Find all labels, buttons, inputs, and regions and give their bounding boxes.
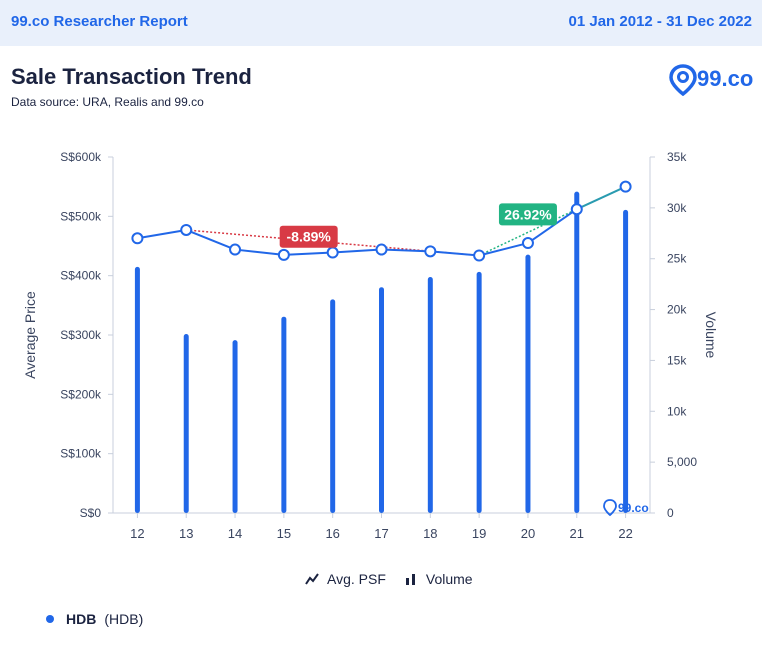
volume-bar [232,340,238,513]
x-tick-label: 13 [179,526,193,541]
series-detail: (HDB) [104,611,144,627]
price-point [180,223,193,236]
annotation-badge-up [498,203,557,226]
volume-bar [525,254,531,513]
price-line-segment [527,208,578,244]
price-line-segment [185,229,236,251]
price-point [229,243,242,256]
y-right-tick-label: 0 [667,506,674,520]
x-tick-label: 12 [130,526,144,541]
legend-line-label: Avg. PSF [327,571,386,587]
x-tick-label: 17 [374,526,388,541]
y-left-axis-title: Average Price [22,291,38,379]
annotation-badge-down [279,225,338,248]
legend-bar-label: Volume [425,571,473,587]
y-left-tick-label: S$0 [80,506,102,520]
volume-bar [476,271,482,513]
report-brand: 99.co Researcher Report [11,13,188,30]
price-point [619,180,632,193]
y-left-tick-label: S$500k [60,209,102,223]
page-title: Sale Transaction Trend [11,64,252,89]
volume-bar [330,299,336,513]
annotation-label-up: 26.92% [504,206,552,222]
x-tick-label: 18 [423,526,437,541]
watermark-pin-icon [603,499,617,517]
x-tick-label: 19 [472,526,486,541]
header-bar: 99.co Researcher Report 01 Jan 2012 - 31… [0,0,762,46]
volume-bar [183,333,189,513]
price-line-segment [430,250,480,257]
legend-bar[interactable]: Volume [404,571,473,587]
y-left-tick-label: S$300k [60,328,102,342]
price-line-segment [576,185,627,211]
y-left-tick-label: S$100k [60,447,102,461]
y-right-tick-label: 15k [667,353,687,367]
price-line-segment [137,228,187,240]
y-left-tick-label: S$400k [60,269,102,283]
price-line-segment [283,251,333,256]
price-point [131,232,144,245]
legend-line[interactable]: Avg. PSF [305,571,386,587]
pin-logo-icon [669,64,697,96]
y-left-tick-label: S$600k [60,150,102,164]
x-tick-label: 20 [521,526,535,541]
series-name: HDB [66,611,97,627]
price-point [521,237,534,250]
y-right-tick-label: 20k [667,303,687,317]
price-line-segment [478,242,529,257]
y-right-tick-label: 25k [667,252,687,266]
volume-bar [623,209,629,514]
price-point [277,248,290,261]
y-right-tick-label: 30k [667,201,687,215]
date-range: 01 Jan 2012 - 31 Dec 2022 [568,13,752,30]
x-tick-label: 22 [618,526,632,541]
volume-bar [427,277,433,513]
y-right-tick-label: 35k [667,150,687,164]
x-tick-label: 15 [277,526,291,541]
price-point [424,245,437,258]
line-chart-icon [305,573,319,585]
volume-bar [281,316,287,513]
annotation-label-down: -8.89% [287,229,332,245]
x-tick-label: 14 [228,526,242,541]
price-line-segment [234,248,284,256]
x-tick-label: 21 [570,526,584,541]
y-right-tick-label: 10k [667,404,687,418]
sale-trend-chart: S$0 S$100k S$200k S$300k S$400k S$500k S$600k 0… [22,150,719,541]
y-right-axis-title: Volume [703,312,719,359]
volume-bar [379,287,384,513]
bar-chart-icon [405,574,415,585]
logo-text: 99.co [697,66,754,91]
price-line-segment [332,248,382,254]
price-line-segment [381,248,431,253]
y-right-tick-label: 5,000 [667,455,697,469]
price-point [570,203,583,216]
watermark-text: 99.co [618,501,649,515]
data-source: Data source: URA, Realis and 99.co [11,95,204,109]
x-tick-label: 16 [325,526,339,541]
price-point [326,246,339,259]
price-point [473,249,486,262]
volume-bar [574,191,580,513]
volume-bar [134,266,140,513]
series-dot-icon [46,615,54,623]
chart-legend: Avg. PSF Volume [305,571,473,587]
y-left-tick-label: S$200k [60,387,102,401]
series-legend[interactable]: HDB (HDB) [46,611,143,627]
price-point [375,243,388,256]
